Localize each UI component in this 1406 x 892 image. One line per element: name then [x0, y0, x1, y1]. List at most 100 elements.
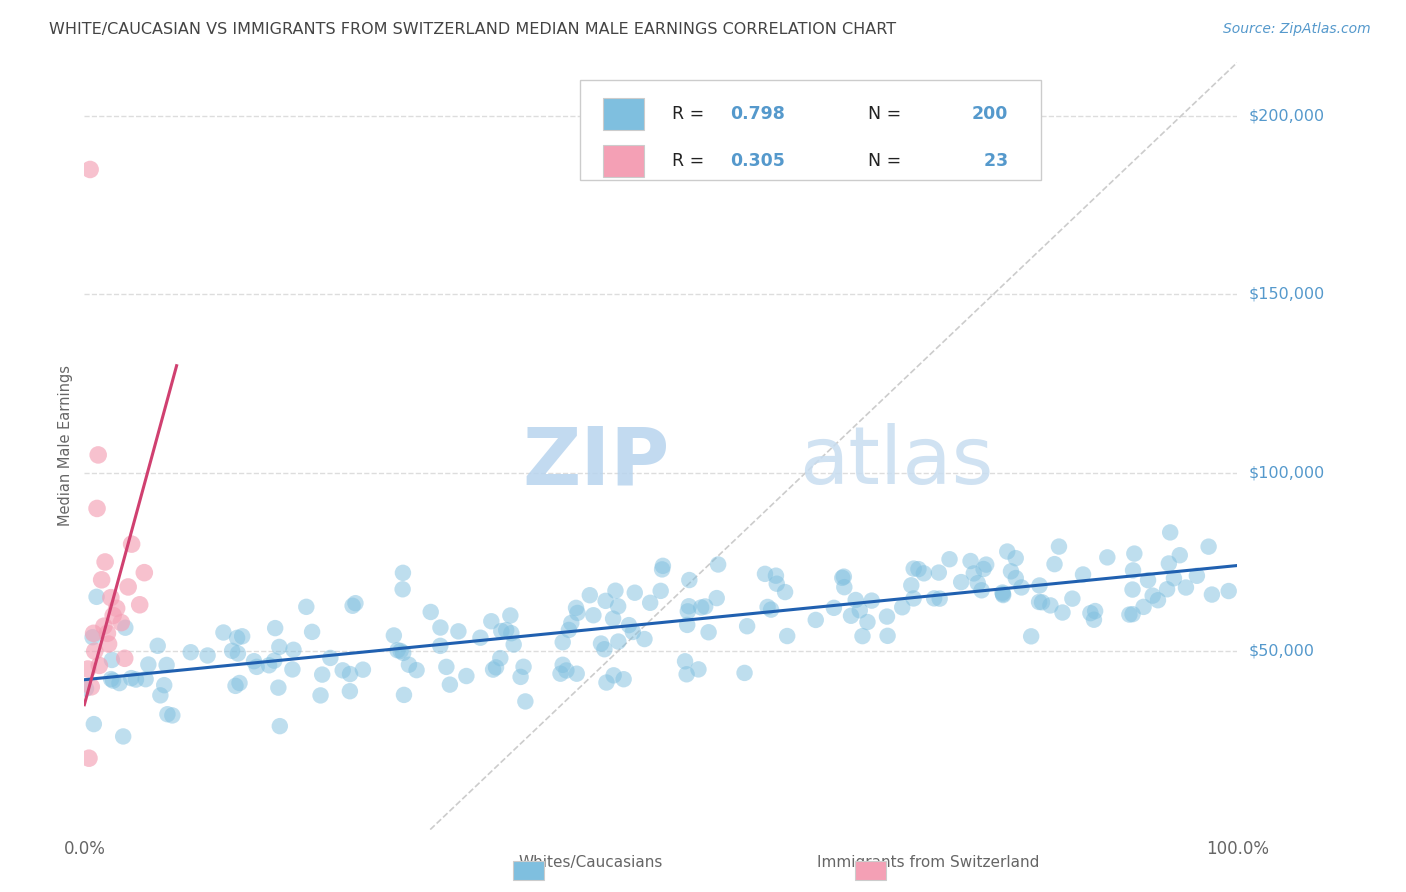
Point — [1118, 607, 1140, 622]
Point — [950, 575, 973, 590]
Point — [707, 558, 730, 572]
Point — [823, 600, 845, 615]
Point — [759, 602, 782, 616]
Point — [907, 562, 929, 576]
Point — [912, 566, 935, 581]
Point — [928, 591, 950, 606]
Point — [754, 566, 776, 581]
Point — [966, 576, 988, 591]
Point — [959, 554, 981, 568]
Point — [697, 625, 720, 640]
Point — [676, 604, 699, 618]
Point — [1122, 607, 1144, 622]
FancyBboxPatch shape — [581, 80, 1042, 180]
Point — [392, 646, 415, 660]
Text: 200: 200 — [972, 105, 1008, 123]
Point — [86, 590, 108, 604]
Point — [849, 603, 872, 617]
Point — [301, 624, 323, 639]
Point — [734, 665, 756, 680]
Point — [243, 654, 266, 668]
Point — [96, 626, 118, 640]
Point — [509, 670, 531, 684]
Point — [89, 658, 111, 673]
Point — [970, 583, 993, 598]
Point — [551, 635, 574, 649]
Point — [856, 615, 879, 629]
Point — [1084, 604, 1107, 618]
Point — [231, 629, 253, 643]
Point — [263, 654, 285, 668]
Point — [339, 667, 361, 681]
Point — [90, 573, 112, 587]
Point — [845, 593, 868, 607]
Point — [876, 629, 898, 643]
Point — [1039, 599, 1062, 613]
Point — [269, 719, 291, 733]
Text: $200,000: $200,000 — [1249, 109, 1324, 123]
Point — [1185, 569, 1208, 583]
Point — [602, 668, 624, 682]
Point — [595, 675, 617, 690]
Point — [651, 562, 673, 576]
Point — [695, 599, 717, 614]
Point — [79, 162, 101, 177]
Point — [162, 708, 184, 723]
Point — [623, 585, 645, 599]
Point — [117, 580, 139, 594]
Point — [678, 599, 700, 614]
Point — [267, 681, 290, 695]
Point — [344, 596, 367, 610]
Point — [773, 585, 796, 599]
Bar — [603, 98, 644, 130]
Point — [565, 600, 588, 615]
Point — [499, 608, 522, 623]
Point — [495, 623, 517, 637]
Point — [1142, 589, 1164, 603]
Point — [1123, 547, 1146, 561]
Point — [512, 660, 534, 674]
Point — [613, 672, 636, 686]
Point — [309, 689, 332, 703]
Point — [405, 663, 427, 677]
Point — [149, 689, 172, 703]
Point — [1137, 573, 1160, 587]
Point — [80, 680, 103, 694]
Point — [87, 448, 110, 462]
Point — [212, 625, 235, 640]
Point — [676, 618, 699, 632]
Point — [485, 660, 508, 674]
Point — [891, 600, 914, 615]
Point — [593, 642, 616, 657]
Point — [804, 613, 827, 627]
Point — [389, 644, 412, 658]
Point — [550, 666, 572, 681]
Text: $150,000: $150,000 — [1249, 287, 1324, 301]
Point — [482, 663, 505, 677]
Point — [673, 654, 696, 668]
Point — [834, 580, 856, 594]
Point — [76, 662, 98, 676]
Point — [434, 660, 457, 674]
Point — [1071, 567, 1094, 582]
Text: R =: R = — [672, 152, 710, 169]
Point — [1031, 595, 1053, 609]
Point — [602, 612, 624, 626]
Point — [1011, 581, 1033, 595]
Point — [831, 571, 853, 585]
Point — [565, 666, 588, 681]
Point — [429, 621, 451, 635]
Point — [776, 629, 799, 643]
Point — [991, 587, 1014, 601]
Point — [83, 717, 105, 731]
Point — [479, 614, 502, 628]
Point — [551, 657, 574, 672]
Point — [756, 599, 779, 614]
Point — [558, 623, 581, 637]
Point — [595, 594, 617, 608]
Point — [93, 619, 115, 633]
Point — [419, 605, 441, 619]
Point — [100, 672, 122, 686]
Point — [607, 634, 630, 648]
Point — [900, 578, 922, 592]
